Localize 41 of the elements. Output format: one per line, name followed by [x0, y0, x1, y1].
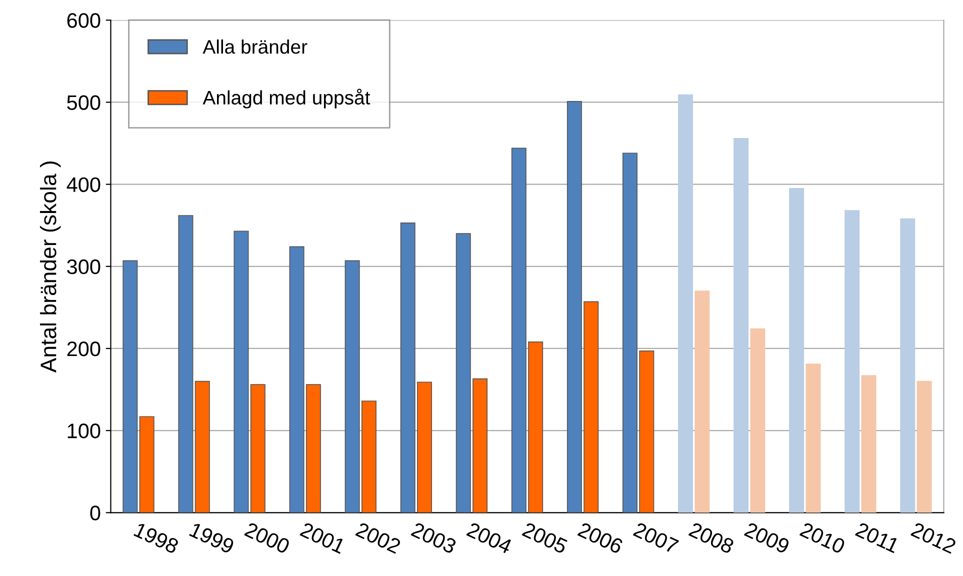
- x-tick-label: 2000: [244, 522, 291, 554]
- bar: [678, 94, 694, 513]
- bar: [122, 260, 138, 513]
- bar: [250, 384, 266, 513]
- x-tick-label: 2005: [522, 522, 568, 554]
- x-tick-label: 2001: [300, 522, 346, 554]
- x-tick-label: 2008: [688, 522, 735, 554]
- bar: [806, 364, 821, 513]
- bar: [861, 375, 876, 513]
- x-tick-label: 1999: [189, 522, 235, 554]
- bar: [789, 188, 804, 513]
- bar: [178, 215, 194, 513]
- y-tick-label: 100: [68, 424, 100, 438]
- bar: [194, 380, 210, 513]
- legend-label: Anlagd med uppsåt: [202, 88, 370, 108]
- bar: [844, 210, 860, 513]
- x-tick-label: 2006: [577, 522, 624, 554]
- x-tick-label: 2002: [355, 522, 402, 554]
- x-tick-label: 2004: [466, 522, 513, 554]
- x-tick-label: 2010: [799, 522, 846, 554]
- y-tick-label: 600: [67, 13, 100, 28]
- y-tick-label: 400: [66, 177, 100, 192]
- bar: [916, 380, 932, 513]
- bar: [139, 416, 154, 513]
- bar: [694, 290, 710, 513]
- x-tick-label: 2003: [410, 522, 458, 554]
- y-tick-label: 0: [90, 506, 100, 520]
- x-tick-label: 1998: [133, 522, 180, 554]
- legend-label: Alla bränder: [202, 39, 308, 54]
- x-tick-label: 2012: [910, 522, 957, 554]
- bar: [734, 138, 749, 513]
- bar: [900, 218, 916, 513]
- bar: [234, 230, 249, 513]
- bar: [750, 328, 766, 513]
- x-tick-label: 2007: [632, 522, 680, 554]
- y-tick-label: 200: [67, 341, 100, 356]
- x-tick-label: 2009: [744, 522, 790, 554]
- x-tick-label: 2011: [854, 522, 900, 554]
- y-tick-label: 500: [67, 95, 100, 110]
- y-axis-title: Antal bränder (skola ): [40, 162, 61, 373]
- y-tick-label: 300: [67, 259, 100, 274]
